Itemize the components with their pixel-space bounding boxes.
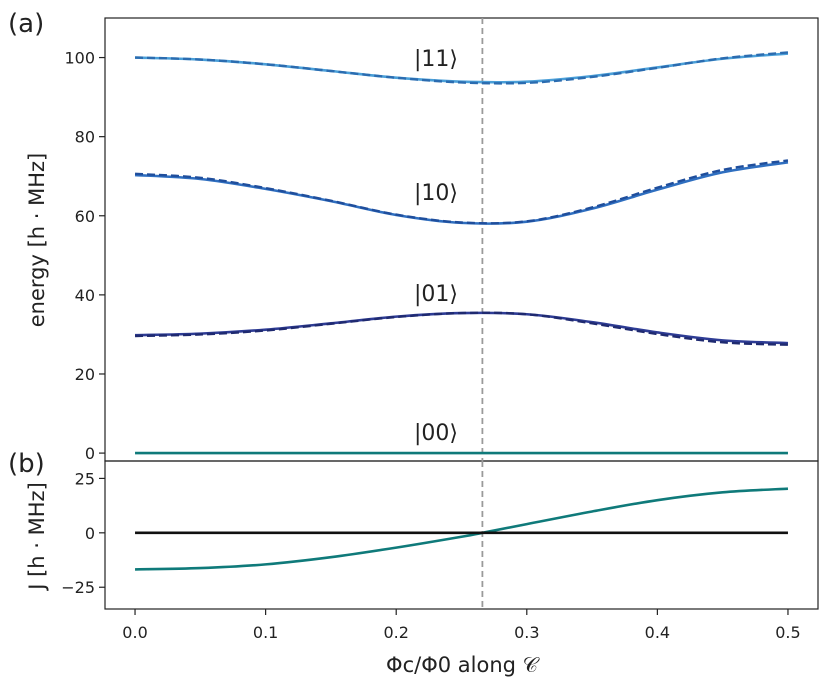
y-tick-label-b: 0 (85, 524, 95, 543)
state-label-10: |10⟩ (414, 181, 458, 206)
y-tick-label-a: 40 (75, 286, 95, 305)
panel-label-b: (b) (8, 449, 45, 479)
series-line--10- (134, 161, 789, 225)
y-tick-label-a: 60 (75, 207, 95, 226)
y-axis-title-a: energy [h · MHz] (25, 153, 49, 328)
series-line--01-dashed- (135, 311, 789, 346)
y-tick-label-a: 80 (75, 128, 95, 147)
panel-label-a: (a) (8, 9, 44, 39)
series-line--11-dashed- (134, 51, 789, 85)
state-label-01: |01⟩ (414, 282, 458, 307)
y-tick-label-a: 100 (64, 49, 95, 68)
y-tick-label-b: 25 (75, 469, 95, 488)
series-line-j (135, 487, 789, 571)
x-tick-label: 0.2 (383, 623, 408, 642)
state-label-00: |00⟩ (414, 421, 458, 446)
x-axis-title: Φc/Φ0 along 𝒞 (386, 653, 540, 677)
x-tick-label: 0.1 (253, 623, 278, 642)
x-tick-label: 0.0 (122, 623, 147, 642)
x-tick-label: 0.5 (775, 623, 800, 642)
x-tick-label: 0.3 (514, 623, 539, 642)
series-line--11- (134, 52, 789, 84)
y-axis-title-b: J [h · MHz] (25, 482, 49, 592)
y-tick-label-a: 0 (85, 444, 95, 463)
state-label-11: |11⟩ (414, 47, 458, 72)
y-tick-label-b: −25 (61, 578, 95, 597)
x-tick-label: 0.4 (645, 623, 670, 642)
y-tick-label-a: 20 (75, 365, 95, 384)
panel-b-frame (104, 460, 819, 610)
chart-marks: 0 20 40 60 80 100 −25 0 25 0.0 0.1 0.2 0.3 0.4 0.5 (61, 18, 801, 642)
series-line--10-dashed- (134, 159, 789, 225)
panel-a-frame (104, 17, 819, 462)
